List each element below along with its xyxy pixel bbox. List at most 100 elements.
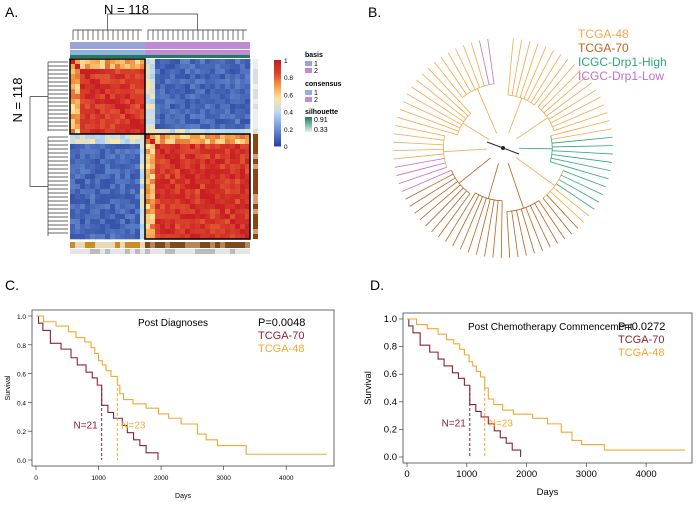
- heatmap-cell: [145, 219, 151, 225]
- heatmap-cell: [175, 84, 181, 90]
- heatmap-cell: [85, 214, 91, 220]
- heatmap-cell: [155, 64, 161, 70]
- heatmap-cell: [85, 114, 91, 120]
- tree-leaf: [564, 128, 612, 138]
- heatmap-cell: [100, 154, 106, 160]
- heatmap-cell: [105, 89, 111, 95]
- heatmap-cell: [90, 174, 96, 180]
- heatmap-cell: [115, 229, 121, 235]
- heatmap-cell: [195, 99, 201, 105]
- heatmap-cell: [105, 184, 111, 190]
- heatmap-cell: [85, 189, 91, 195]
- heatmap-cell: [185, 64, 191, 70]
- heatmap-cell: [75, 114, 81, 120]
- heatmap-cell: [75, 194, 81, 200]
- heatmap-cell: [150, 64, 156, 70]
- heatmap-cell: [105, 224, 111, 230]
- heatmap-cell: [155, 189, 161, 195]
- heatmap-cell: [215, 94, 221, 100]
- heatmap-cell: [210, 114, 216, 120]
- heatmap-cell: [70, 159, 76, 165]
- heatmap-cell: [150, 144, 156, 150]
- heatmap-cell: [135, 69, 141, 75]
- heatmap-cell: [185, 229, 191, 235]
- heatmap-cell: [170, 219, 176, 225]
- heatmap-cell: [220, 114, 226, 120]
- bottom-annotation-cell: [145, 242, 150, 248]
- heatmap-cell: [75, 189, 81, 195]
- tree-leaf: [438, 212, 457, 238]
- heatmap-cell: [85, 59, 91, 65]
- tree-branch: [516, 117, 548, 140]
- bottom-annotation-cell: [215, 242, 220, 248]
- heatmap-cell: [140, 104, 146, 110]
- heatmap-cell: [235, 209, 241, 215]
- heatmap-cell: [125, 69, 131, 75]
- heatmap-cell: [240, 234, 246, 240]
- heatmap-cell: [240, 84, 246, 90]
- color-scale-step: [274, 60, 281, 63]
- heatmap-cell: [170, 229, 176, 235]
- heatmap-cell: [80, 104, 86, 110]
- bottom-annotation-cell: [135, 249, 140, 254]
- bottom-annotation-cell: [210, 242, 215, 248]
- heatmap-cell: [135, 204, 141, 210]
- heatmap-cell: [185, 199, 191, 205]
- heatmap-cell: [115, 219, 121, 225]
- heatmap-cell: [230, 104, 236, 110]
- consensus-heatmap: [69, 58, 251, 240]
- heatmap-cell: [100, 229, 106, 235]
- tree-twig: [562, 170, 584, 179]
- heatmap-cell: [165, 224, 171, 230]
- heatmap-cell: [75, 124, 81, 130]
- heatmap-cell: [230, 109, 236, 115]
- heatmap-cell: [225, 219, 231, 225]
- tree-branch: [487, 163, 499, 199]
- heatmap-cell: [185, 209, 191, 215]
- tree-leaf: [500, 215, 503, 258]
- heatmap-cell: [85, 224, 91, 230]
- heatmap-cell: [230, 79, 236, 85]
- bottom-annotation-cell: [170, 249, 175, 254]
- bottom-annotation-cell: [125, 242, 130, 248]
- heatmap-cell: [100, 59, 106, 65]
- tree-branch: [443, 148, 488, 153]
- color-scale-step: [274, 109, 281, 113]
- heatmap-cell: [245, 159, 251, 165]
- heatmap-cell: [110, 229, 116, 235]
- tree-twig: [506, 211, 509, 225]
- heatmap-cell: [210, 179, 216, 185]
- heatmap-cell: [120, 109, 126, 115]
- heatmap-cell: [120, 74, 126, 80]
- tree-twig: [525, 207, 531, 219]
- heatmap-cell: [165, 174, 171, 180]
- bottom-annotation-cell: [240, 249, 245, 254]
- heatmap-cell: [190, 209, 196, 215]
- heatmap-cell: [135, 109, 141, 115]
- heatmap-cell: [70, 174, 76, 180]
- heatmap-cell: [220, 59, 226, 65]
- heatmap-cell: [115, 124, 121, 130]
- heatmap-cell: [105, 234, 111, 240]
- heatmap-cell: [245, 59, 251, 65]
- tree-twig: [558, 179, 576, 190]
- heatmap-cell: [160, 164, 166, 170]
- legend-consensus-2: 2: [314, 97, 318, 104]
- tree-leaf: [406, 93, 448, 118]
- legend-basis-1-swatch: [305, 61, 312, 66]
- heatmap-cell: [140, 219, 146, 225]
- heatmap-cell: [235, 139, 241, 145]
- tree-leaf: [445, 202, 470, 242]
- heatmap-cell: [215, 119, 221, 125]
- heatmap-cell: [110, 124, 116, 130]
- heatmap-cell: [200, 164, 206, 170]
- heatmap-cell: [95, 149, 101, 155]
- tree-twig: [454, 87, 463, 98]
- heatmap-cell: [230, 214, 236, 220]
- heatmap-cell: [145, 119, 151, 125]
- heatmap-cell: [75, 219, 81, 225]
- heatmap-cell: [160, 199, 166, 205]
- heatmap-cell: [110, 129, 116, 135]
- tree-twig: [552, 117, 573, 128]
- heatmap-cell: [130, 99, 136, 105]
